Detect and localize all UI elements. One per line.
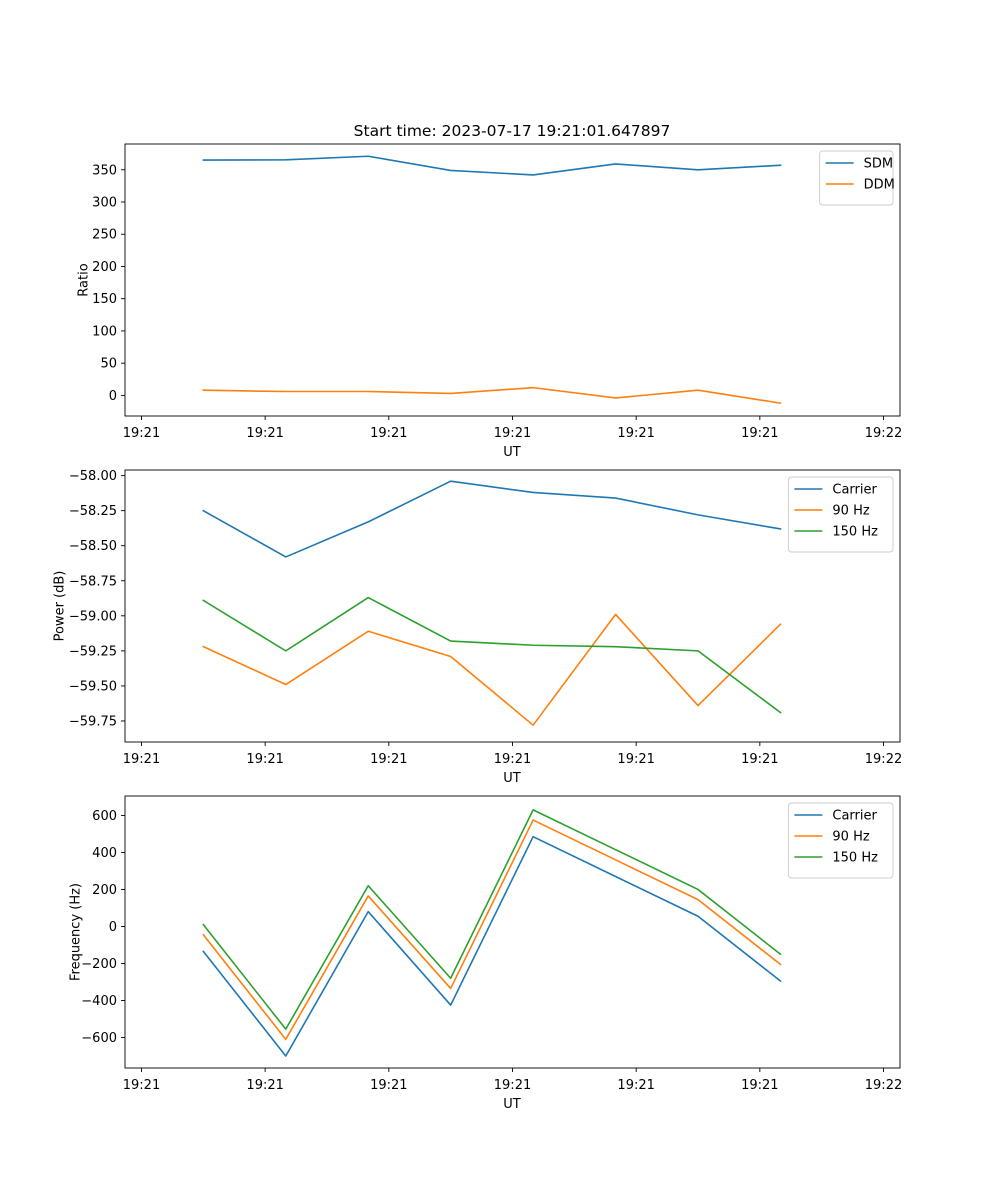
frequency-y-tick-label: −400 — [81, 994, 117, 1009]
power-x-tick-label: 19:21 — [370, 752, 407, 767]
power-series-carrier — [202, 480, 782, 558]
frequency-y-axis-label: Frequency (Hz) — [68, 883, 83, 981]
frequency-x-tick-label: 19:21 — [246, 1078, 283, 1093]
frequency-x-tick-label: 19:21 — [494, 1078, 531, 1093]
ratio-legend-box — [819, 150, 894, 206]
power-y-tick-label: −59.00 — [69, 609, 117, 624]
power-y-tick-label: −59.75 — [69, 714, 117, 729]
ratio-series-sdm — [202, 155, 782, 176]
ratio-legend: SDM DDM — [819, 150, 895, 206]
figure-title: Start time: 2023-07-17 19:21:01.647897 — [354, 122, 671, 140]
frequency-legend-label-150-hz: 150 Hz — [832, 851, 878, 866]
frequency-x-tick-label: 19:22 — [865, 1078, 902, 1093]
frequency-y-tick-label: 400 — [92, 846, 117, 861]
ratio-y-tick-label: 150 — [92, 292, 117, 307]
ratio-series-ddm — [202, 386, 782, 405]
frequency-y-tick-label: 200 — [92, 883, 117, 898]
frequency-y-tick-label: 0 — [109, 920, 117, 935]
frequency-x-axis-label: UT — [503, 1097, 521, 1112]
frequency-x-tick-label: 19:21 — [123, 1078, 160, 1093]
panel-power: 19:21 19:21 19:21 19:21 19:21 19:21 19:22 −59.7… — [53, 469, 903, 786]
power-y-tick-label: −58.75 — [69, 574, 117, 589]
ratio-x-tick-label: 19:22 — [865, 426, 902, 441]
power-y-tick-label: −59.50 — [69, 679, 117, 694]
ratio-x-axis-label: UT — [503, 445, 521, 460]
frequency-legend-label-carrier: Carrier — [832, 809, 877, 824]
frequency-x-tick-label: 19:21 — [617, 1078, 654, 1093]
ratio-y-tick-label: 250 — [92, 228, 117, 243]
ratio-x-tick-label: 19:21 — [741, 426, 778, 441]
panel-ratio: 19:21 19:21 19:21 19:21 19:21 19:21 19:22 0 50 10… — [76, 143, 902, 460]
power-x-axis-label: UT — [503, 771, 521, 786]
plots-container: 19:21 19:21 19:21 19:21 19:21 19:21 19:22 0 50 10… — [53, 143, 903, 1112]
ratio-y-axis-label: Ratio — [76, 263, 91, 296]
power-y-tick-label: −59.25 — [69, 644, 117, 659]
power-x-tick-label: 19:21 — [494, 752, 531, 767]
frequency-legend-label-90-hz: 90 Hz — [832, 830, 869, 845]
ratio-legend-label-ddm: DDM — [864, 178, 895, 193]
frequency-series-90-hz — [202, 819, 782, 1041]
power-y-tick-label: −58.50 — [69, 539, 117, 554]
ratio-x-tick-label: 19:21 — [617, 426, 654, 441]
power-x-tick-label: 19:21 — [123, 752, 160, 767]
frequency-legend: Carrier 90 Hz 150 Hz — [787, 802, 894, 879]
power-series-150-hz — [202, 596, 782, 714]
frequency-y-tick-label: 600 — [92, 809, 117, 824]
frequency-y-tick-label: −600 — [81, 1031, 117, 1046]
ratio-y-tick-label: 350 — [92, 163, 117, 178]
ratio-y-tick-label: 200 — [92, 260, 117, 275]
frequency-series-carrier — [202, 835, 782, 1057]
ratio-y-tick-label: 50 — [100, 357, 117, 372]
power-legend-box — [787, 476, 894, 553]
frequency-legend-box — [787, 802, 894, 879]
frequency-series-150-hz — [202, 809, 782, 1030]
power-series-group — [202, 480, 782, 726]
ratio-legend-label-sdm: SDM — [864, 157, 893, 172]
ratio-y-tick-label: 0 — [109, 389, 117, 404]
frequency-x-tick-label: 19:21 — [741, 1078, 778, 1093]
ratio-x-tick-label: 19:21 — [370, 426, 407, 441]
power-series-90-hz — [202, 613, 782, 726]
power-y-tick-label: −58.25 — [69, 504, 117, 519]
ratio-series-group — [202, 155, 782, 405]
power-x-tick-label: 19:22 — [865, 752, 902, 767]
power-y-axis-label: Power (dB) — [53, 571, 68, 642]
power-legend-label-carrier: Carrier — [832, 483, 877, 498]
ratio-y-tick-label: 100 — [92, 324, 117, 339]
power-legend: Carrier 90 Hz 150 Hz — [787, 476, 894, 553]
ratio-x-tick-label: 19:21 — [246, 426, 283, 441]
ratio-y-tick-label: 300 — [92, 196, 117, 211]
panel-frequency: 19:21 19:21 19:21 19:21 19:21 19:21 19:22 −600 −… — [68, 795, 902, 1112]
power-y-tick-label: −58.00 — [69, 469, 117, 484]
power-x-tick-label: 19:21 — [741, 752, 778, 767]
ratio-x-tick-label: 19:21 — [123, 426, 160, 441]
power-legend-label-90-hz: 90 Hz — [832, 504, 869, 519]
power-legend-label-150-hz: 150 Hz — [832, 525, 878, 540]
power-x-tick-label: 19:21 — [617, 752, 654, 767]
frequency-x-tick-label: 19:21 — [370, 1078, 407, 1093]
frequency-y-tick-label: −200 — [81, 957, 117, 972]
power-x-tick-label: 19:21 — [246, 752, 283, 767]
ratio-x-tick-label: 19:21 — [494, 426, 531, 441]
frequency-series-group — [202, 809, 782, 1057]
